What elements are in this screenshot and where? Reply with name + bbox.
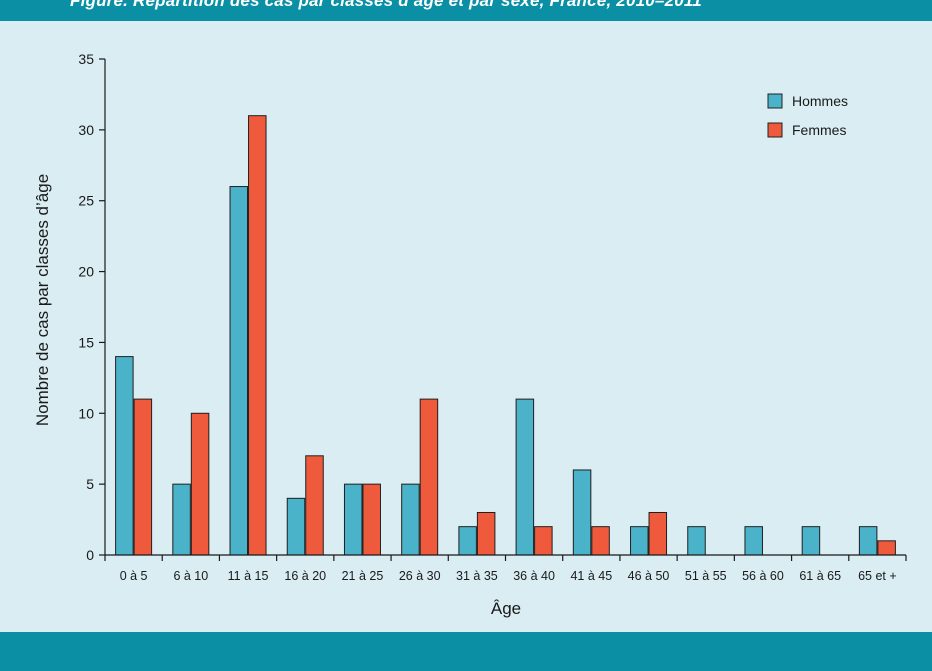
y-tick-label: 5 xyxy=(86,476,94,492)
y-axis-title: Nombre de cas par classes d’âge xyxy=(33,174,52,426)
bar-femmes xyxy=(591,526,610,556)
x-tick-label: 46 à 50 xyxy=(628,569,670,583)
bar-hommes xyxy=(630,526,649,556)
y-tick-label: 20 xyxy=(78,264,94,280)
x-tick-label: 41 à 45 xyxy=(570,569,612,583)
bar-hommes xyxy=(858,526,878,556)
bar-hommes xyxy=(286,497,306,556)
y-tick-label: 25 xyxy=(78,193,94,209)
legend-swatch-femmes xyxy=(767,122,783,138)
bar-hommes xyxy=(343,483,363,556)
bar-hommes xyxy=(744,526,763,556)
legend-label-hommes: Hommes xyxy=(792,93,848,109)
x-tick-label: 51 à 55 xyxy=(685,569,727,583)
y-tick-label: 10 xyxy=(78,405,94,421)
bar-femmes xyxy=(133,398,153,556)
bar-femmes xyxy=(476,511,496,556)
x-tick-label: 26 à 30 xyxy=(399,569,441,583)
bar-femmes xyxy=(534,526,553,556)
top-banner: Figure. Répartition des cas par classes … xyxy=(0,0,932,21)
bar-hommes xyxy=(229,186,249,556)
legend-swatch-hommes xyxy=(767,93,783,109)
bar-femmes xyxy=(877,540,896,556)
bars-group xyxy=(115,115,896,556)
x-axis-title: Âge xyxy=(491,599,521,618)
x-tick-label: 31 à 35 xyxy=(456,569,498,583)
bar-hommes xyxy=(458,526,477,556)
bar-chart: 0 5 10 15 20 25 30 35 0 à 5 6 à 10 11 à 15 16 à 20 2… xyxy=(33,51,907,618)
bar-femmes xyxy=(190,412,210,556)
x-tick-label: 11 à 15 xyxy=(228,569,269,583)
bar-femmes xyxy=(648,511,668,556)
x-tick-label: 61 à 65 xyxy=(799,569,841,583)
figure-caption: Figure. Répartition des cas par classes … xyxy=(70,0,702,10)
y-tick-label: 0 xyxy=(86,547,94,563)
bar-hommes xyxy=(172,483,191,556)
bar-femmes xyxy=(305,455,324,556)
bar-hommes xyxy=(687,526,706,556)
y-tick-label: 15 xyxy=(78,334,94,350)
bar-hommes xyxy=(572,469,592,556)
x-tick-label: 6 à 10 xyxy=(173,569,208,583)
legend: Hommes Femmes xyxy=(767,93,848,138)
bar-hommes xyxy=(401,483,420,556)
x-tick-label: 56 à 60 xyxy=(742,569,784,583)
axes-group: 0 5 10 15 20 25 30 35 0 à 5 6 à 10 11 à 15 16 à 20 2… xyxy=(78,51,907,583)
y-tick-label: 35 xyxy=(78,51,94,67)
bar-femmes xyxy=(248,115,267,556)
x-tick-label: 16 à 20 xyxy=(284,569,326,583)
bar-femmes xyxy=(419,398,439,556)
x-tick-label: 21 à 25 xyxy=(342,569,384,583)
bottom-banner xyxy=(0,632,932,671)
bar-hommes xyxy=(515,398,535,556)
legend-label-femmes: Femmes xyxy=(792,122,846,138)
x-tick-label: 65 et + xyxy=(858,569,897,583)
x-tick-label: 36 à 40 xyxy=(513,569,555,583)
bar-hommes xyxy=(115,356,134,556)
bar-femmes xyxy=(362,483,381,556)
y-tick-label: 30 xyxy=(78,122,94,138)
x-tick-label: 0 à 5 xyxy=(120,569,148,583)
bar-hommes xyxy=(801,526,821,556)
